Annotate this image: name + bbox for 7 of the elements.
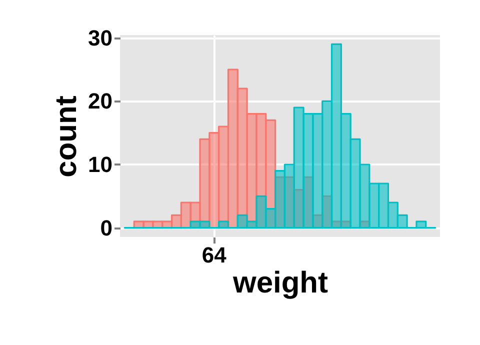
x-tick-label: 64 (202, 242, 228, 268)
y-tick-label: 10 (88, 152, 112, 177)
y-tick-label: 0 (100, 215, 112, 240)
y-tick-label: 30 (88, 25, 112, 50)
y-axis-title: count (50, 96, 84, 178)
y-tick-label: 20 (88, 88, 112, 114)
x-axis-title: weight (232, 266, 328, 300)
